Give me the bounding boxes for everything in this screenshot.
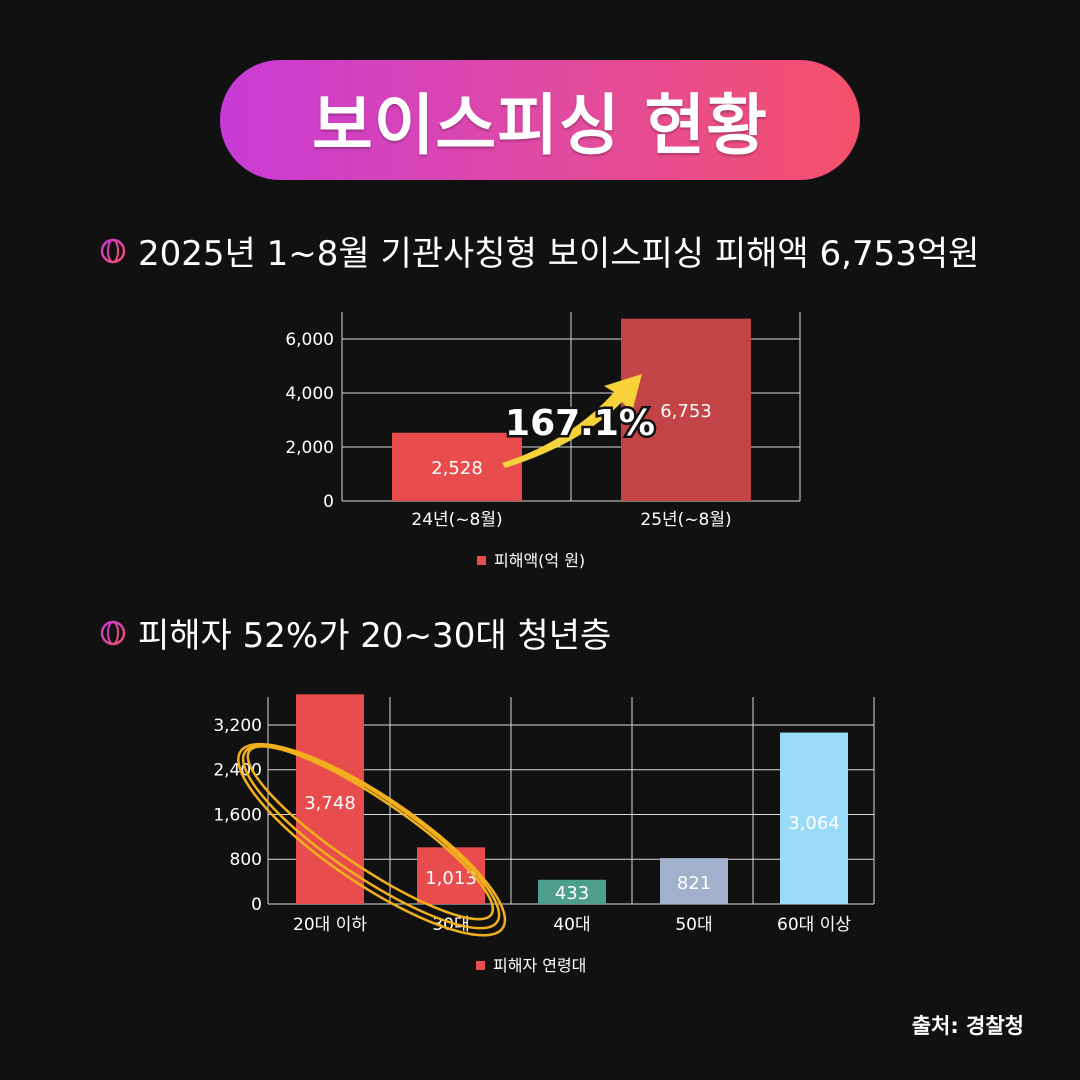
data-label: 6,753 bbox=[660, 401, 712, 422]
x-tick-label: 20대 이하 bbox=[293, 915, 367, 935]
data-label: 1,013 bbox=[425, 868, 477, 889]
scribble-stroke bbox=[237, 742, 507, 937]
bar-age-group bbox=[780, 732, 848, 904]
x-tick-label: 50대 bbox=[675, 915, 712, 935]
data-label: 821 bbox=[677, 873, 711, 894]
legend-swatch bbox=[476, 961, 485, 970]
section-heading-damage: 2025년 1~8월 기관사칭형 보이스피싱 피해액 6,753억원 bbox=[100, 226, 979, 275]
globe-icon bbox=[100, 238, 126, 263]
title-banner: 보이스피싱 현황 bbox=[220, 60, 860, 180]
section-heading-text: 2025년 1~8월 기관사칭형 보이스피싱 피해액 6,753억원 bbox=[138, 234, 980, 274]
highlight-scribble bbox=[237, 742, 507, 937]
y-tick-label: 800 bbox=[230, 850, 262, 870]
bar-age-group bbox=[538, 879, 606, 904]
section-heading-text: 피해자 52%가 20~30대 청년층 bbox=[138, 616, 612, 656]
y-tick-label: 2,000 bbox=[285, 438, 334, 458]
legend-label: 피해액(억 원) bbox=[494, 551, 585, 570]
x-tick-label: 25년(~8월) bbox=[640, 510, 731, 530]
y-tick-label: 1,600 bbox=[213, 805, 262, 825]
scribble-stroke bbox=[241, 744, 501, 930]
growth-arrow-icon bbox=[502, 374, 642, 468]
y-tick-label: 0 bbox=[323, 492, 334, 512]
bar-age-group bbox=[296, 694, 364, 904]
y-tick-label: 4,000 bbox=[285, 384, 334, 404]
section-heading-victims: 피해자 52%가 20~30대 청년층 bbox=[100, 608, 611, 657]
x-tick-label: 40대 bbox=[553, 915, 590, 935]
scribble-stroke bbox=[246, 745, 495, 921]
bar-2024 bbox=[392, 432, 522, 501]
page-title: 보이스피싱 현황 bbox=[311, 87, 769, 164]
legend-swatch bbox=[477, 556, 486, 565]
bar-age-group bbox=[660, 858, 728, 904]
globe-icon bbox=[100, 620, 126, 645]
y-tick-label: 6,000 bbox=[285, 330, 334, 350]
x-tick-label: 24년(~8월) bbox=[411, 510, 502, 530]
data-label: 433 bbox=[555, 883, 589, 904]
data-label: 3,064 bbox=[788, 813, 840, 834]
y-tick-label: 3,200 bbox=[213, 716, 262, 736]
source-credit: 출처: 경찰청 bbox=[911, 1014, 1024, 1038]
y-tick-label: 0 bbox=[251, 895, 262, 915]
bar-2025 bbox=[621, 318, 751, 501]
legend-label: 피해자 연령대 bbox=[493, 956, 586, 975]
x-tick-label: 60대 이상 bbox=[777, 915, 851, 935]
data-label: 3,748 bbox=[304, 793, 356, 814]
growth-annotation: 167.1% bbox=[505, 403, 655, 444]
data-label: 2,528 bbox=[431, 458, 483, 479]
